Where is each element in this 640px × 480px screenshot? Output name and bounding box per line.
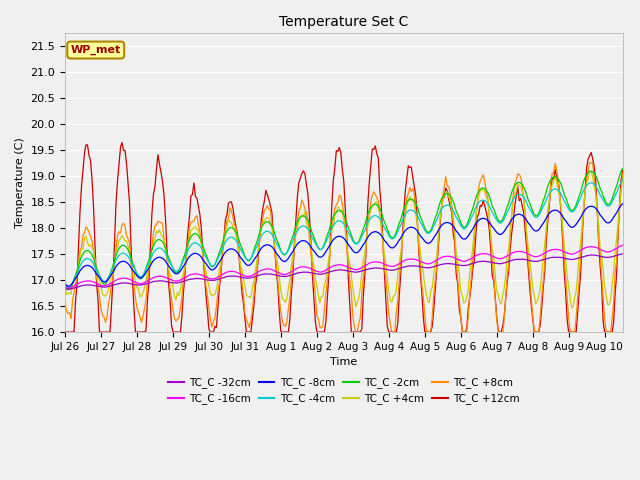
TC_C +4cm (211, 292, 219, 298)
TC_C -32cm (64, 286, 72, 292)
TC_C +12cm (571, 329, 579, 335)
TC_C -4cm (90, 261, 97, 267)
TC_C +12cm (152, 166, 160, 172)
TC_C -8cm (612, 210, 620, 216)
Y-axis label: Temperature (C): Temperature (C) (15, 137, 25, 228)
TC_C -16cm (571, 251, 579, 256)
TC_C -2cm (90, 255, 97, 261)
TC_C -2cm (156, 237, 163, 242)
TC_C +12cm (212, 325, 220, 331)
TC_C -8cm (212, 264, 220, 270)
TC_C +12cm (61, 329, 69, 335)
Title: Temperature Set C: Temperature Set C (279, 15, 408, 29)
TC_C -4cm (619, 177, 627, 183)
Legend: TC_C -32cm, TC_C -16cm, TC_C -8cm, TC_C -4cm, TC_C -2cm, TC_C +4cm, TC_C +8cm, T: TC_C -32cm, TC_C -16cm, TC_C -8cm, TC_C … (164, 373, 524, 408)
TC_C +4cm (619, 175, 627, 181)
TC_C +4cm (586, 168, 593, 174)
TC_C -16cm (156, 274, 163, 279)
TC_C -16cm (619, 242, 627, 248)
TC_C -2cm (61, 282, 69, 288)
TC_C -8cm (64, 283, 72, 289)
TC_C +8cm (352, 329, 360, 335)
TC_C +8cm (571, 329, 579, 335)
TC_C +8cm (154, 218, 162, 224)
TC_C -16cm (212, 275, 220, 281)
Line: TC_C +12cm: TC_C +12cm (65, 143, 623, 332)
TC_C -16cm (90, 279, 97, 285)
TC_C -32cm (61, 286, 69, 292)
Line: TC_C -4cm: TC_C -4cm (65, 180, 623, 287)
TC_C -32cm (612, 252, 620, 258)
TC_C -2cm (619, 166, 627, 171)
TC_C +12cm (88, 176, 96, 182)
TC_C -32cm (90, 283, 97, 288)
TC_C -4cm (64, 284, 72, 290)
TC_C -16cm (612, 246, 620, 252)
TC_C +4cm (571, 295, 579, 301)
TC_C -32cm (152, 278, 160, 284)
TC_C +4cm (61, 286, 69, 291)
TC_C +4cm (154, 230, 162, 236)
TC_C +12cm (156, 161, 163, 167)
TC_C -16cm (61, 285, 69, 290)
TC_C -2cm (152, 238, 160, 244)
TC_C +12cm (612, 271, 620, 277)
TC_C +8cm (88, 238, 96, 244)
TC_C +4cm (88, 245, 96, 251)
Line: TC_C -16cm: TC_C -16cm (65, 245, 623, 288)
TC_C -8cm (156, 254, 163, 260)
TC_C -32cm (619, 251, 627, 257)
Line: TC_C -2cm: TC_C -2cm (65, 168, 623, 289)
TC_C -32cm (212, 277, 220, 283)
TC_C -2cm (212, 258, 220, 264)
TC_C -16cm (64, 285, 72, 291)
TC_C +8cm (151, 223, 159, 229)
TC_C -4cm (61, 281, 69, 287)
TC_C +4cm (614, 219, 622, 225)
X-axis label: Time: Time (330, 358, 358, 367)
TC_C +8cm (614, 227, 622, 232)
TC_C -32cm (156, 278, 163, 284)
Line: TC_C +4cm: TC_C +4cm (65, 171, 623, 308)
Line: TC_C -32cm: TC_C -32cm (65, 254, 623, 289)
TC_C -2cm (612, 183, 620, 189)
TC_C +8cm (61, 300, 69, 305)
TC_C -4cm (152, 246, 160, 252)
TC_C +8cm (211, 315, 219, 321)
TC_C +4cm (568, 305, 575, 311)
TC_C -4cm (612, 190, 620, 195)
TC_C -4cm (571, 207, 579, 213)
TC_C -16cm (152, 274, 160, 279)
TC_C -8cm (90, 266, 97, 272)
TC_C +4cm (151, 235, 159, 241)
TC_C -4cm (212, 259, 220, 264)
TC_C -8cm (61, 281, 69, 287)
TC_C -8cm (619, 201, 627, 206)
TC_C -2cm (571, 205, 579, 211)
Line: TC_C +8cm: TC_C +8cm (65, 162, 623, 332)
TC_C -4cm (156, 245, 163, 251)
TC_C -8cm (152, 255, 160, 261)
TC_C -32cm (571, 256, 579, 262)
TC_C -2cm (64, 287, 72, 292)
TC_C +8cm (586, 159, 593, 165)
Text: WP_met: WP_met (70, 45, 121, 55)
TC_C +8cm (619, 170, 627, 176)
TC_C -8cm (571, 223, 579, 229)
Line: TC_C -8cm: TC_C -8cm (65, 204, 623, 286)
TC_C +12cm (118, 140, 126, 145)
TC_C +12cm (619, 168, 627, 173)
